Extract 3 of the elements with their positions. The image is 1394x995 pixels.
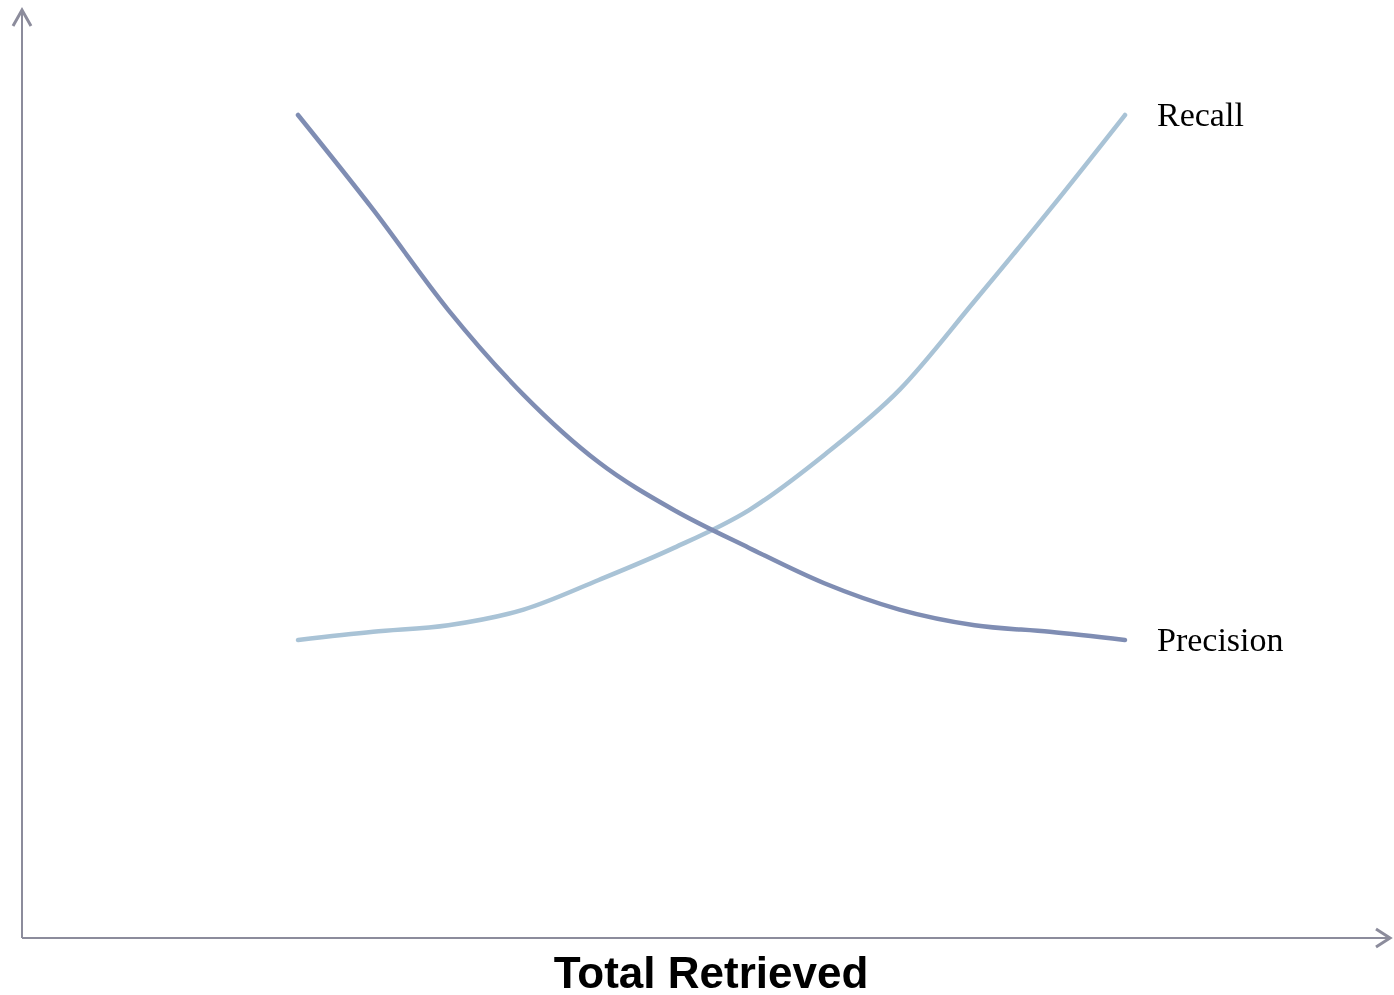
x-axis-title: Total Retrieved [553, 948, 869, 995]
series-label: Recall [1157, 96, 1244, 133]
series-label: Precision [1157, 621, 1284, 659]
